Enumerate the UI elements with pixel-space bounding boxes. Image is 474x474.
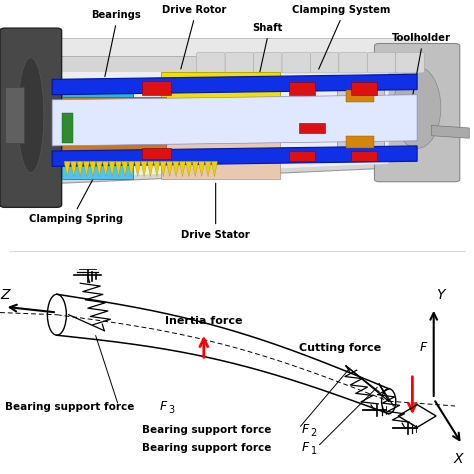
Text: 3: 3 xyxy=(168,405,174,415)
Polygon shape xyxy=(90,161,96,177)
Text: $Y$: $Y$ xyxy=(436,288,447,302)
Polygon shape xyxy=(77,161,83,177)
Polygon shape xyxy=(141,161,147,177)
FancyBboxPatch shape xyxy=(197,53,225,73)
Text: $X$: $X$ xyxy=(453,452,465,466)
Polygon shape xyxy=(115,161,121,177)
Text: Drive Rotor: Drive Rotor xyxy=(162,5,227,15)
Polygon shape xyxy=(102,161,109,177)
FancyBboxPatch shape xyxy=(310,53,339,73)
FancyBboxPatch shape xyxy=(339,53,367,73)
Text: Bearing support force: Bearing support force xyxy=(142,443,275,453)
Polygon shape xyxy=(166,161,173,177)
FancyBboxPatch shape xyxy=(62,154,133,179)
FancyBboxPatch shape xyxy=(5,87,24,143)
Polygon shape xyxy=(96,161,102,177)
Polygon shape xyxy=(135,161,141,177)
Polygon shape xyxy=(179,161,185,177)
FancyBboxPatch shape xyxy=(62,97,166,120)
Text: Bearing support force: Bearing support force xyxy=(5,402,138,412)
Ellipse shape xyxy=(393,66,441,148)
Polygon shape xyxy=(109,161,115,177)
Text: Shaft: Shaft xyxy=(253,23,283,33)
Polygon shape xyxy=(38,56,427,184)
FancyBboxPatch shape xyxy=(62,79,133,164)
FancyBboxPatch shape xyxy=(142,81,171,95)
FancyBboxPatch shape xyxy=(161,123,280,179)
Text: 2: 2 xyxy=(310,428,317,438)
FancyBboxPatch shape xyxy=(142,148,171,159)
Polygon shape xyxy=(198,161,205,177)
Polygon shape xyxy=(121,161,128,177)
Polygon shape xyxy=(83,161,90,177)
Polygon shape xyxy=(173,161,179,177)
Text: Bearing support force: Bearing support force xyxy=(142,425,275,435)
Polygon shape xyxy=(431,126,469,138)
FancyBboxPatch shape xyxy=(289,151,315,161)
Polygon shape xyxy=(52,95,417,146)
Text: $F$: $F$ xyxy=(301,423,310,436)
Text: Bearings: Bearings xyxy=(91,10,141,20)
Polygon shape xyxy=(128,161,135,177)
FancyBboxPatch shape xyxy=(254,53,282,73)
Polygon shape xyxy=(64,161,71,177)
FancyBboxPatch shape xyxy=(351,82,377,95)
Polygon shape xyxy=(160,161,166,177)
Text: $F$: $F$ xyxy=(159,401,168,413)
FancyBboxPatch shape xyxy=(396,53,424,73)
Text: $F$: $F$ xyxy=(419,341,429,354)
Text: Toolholder: Toolholder xyxy=(392,33,451,43)
FancyBboxPatch shape xyxy=(62,113,73,143)
Text: Inertia force: Inertia force xyxy=(165,316,243,326)
FancyBboxPatch shape xyxy=(374,44,460,182)
FancyBboxPatch shape xyxy=(289,82,315,95)
Polygon shape xyxy=(185,161,192,177)
Text: $F$: $F$ xyxy=(301,441,310,455)
FancyBboxPatch shape xyxy=(346,136,374,148)
Polygon shape xyxy=(52,74,417,95)
Text: Clamping Spring: Clamping Spring xyxy=(29,214,123,224)
Text: $Z$: $Z$ xyxy=(0,288,12,302)
FancyBboxPatch shape xyxy=(62,136,166,159)
FancyBboxPatch shape xyxy=(351,151,377,161)
Polygon shape xyxy=(38,38,427,56)
Polygon shape xyxy=(71,161,77,177)
FancyBboxPatch shape xyxy=(225,53,254,73)
Polygon shape xyxy=(52,72,389,179)
Text: Cutting force: Cutting force xyxy=(299,343,384,353)
FancyBboxPatch shape xyxy=(161,72,280,133)
Text: Drive Stator: Drive Stator xyxy=(181,229,250,239)
Ellipse shape xyxy=(18,57,44,173)
FancyBboxPatch shape xyxy=(367,53,396,73)
Polygon shape xyxy=(52,146,417,166)
FancyBboxPatch shape xyxy=(337,82,384,154)
FancyBboxPatch shape xyxy=(299,123,325,133)
Polygon shape xyxy=(154,161,160,177)
Text: Clamping System: Clamping System xyxy=(292,5,391,15)
Text: 1: 1 xyxy=(310,446,317,456)
FancyBboxPatch shape xyxy=(346,90,374,102)
Polygon shape xyxy=(205,161,211,177)
FancyBboxPatch shape xyxy=(0,28,62,207)
Polygon shape xyxy=(211,161,218,177)
FancyBboxPatch shape xyxy=(282,53,310,73)
Polygon shape xyxy=(147,161,154,177)
Polygon shape xyxy=(192,161,199,177)
